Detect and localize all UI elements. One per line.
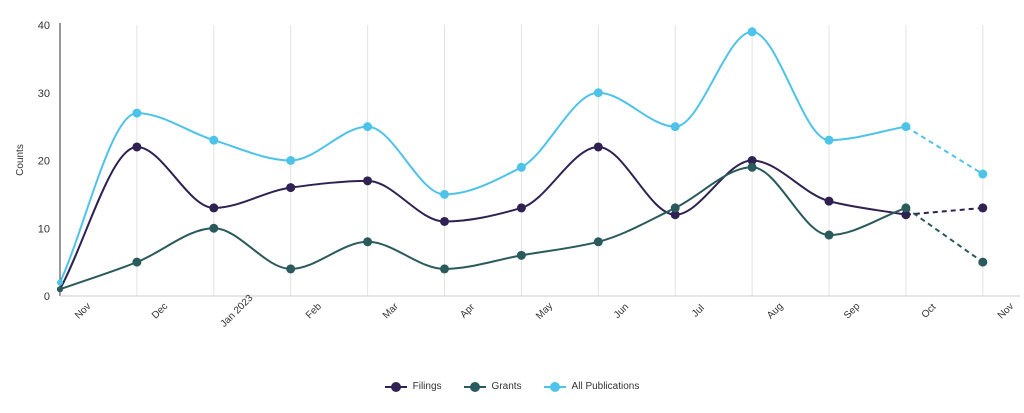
data-point[interactable] bbox=[593, 88, 603, 98]
y-axis-label: Counts bbox=[15, 144, 26, 176]
axes: Counts 0 10 20 30 40 Nov Dec Jan 2023 Feb Mar Apr M… bbox=[15, 20, 1020, 330]
x-tick-label: Jan 2023 bbox=[219, 292, 256, 329]
data-point[interactable] bbox=[516, 250, 526, 260]
data-point[interactable] bbox=[593, 237, 603, 247]
data-point[interactable] bbox=[440, 189, 449, 199]
x-tick-label: Mar bbox=[381, 301, 401, 321]
x-tick-label: Aug bbox=[765, 301, 785, 321]
data-point[interactable] bbox=[286, 156, 296, 165]
y-tick-label: 40 bbox=[38, 20, 50, 32]
data-point[interactable] bbox=[824, 135, 834, 145]
data-point[interactable] bbox=[286, 264, 296, 274]
legend-label: All Publications bbox=[571, 381, 640, 392]
data-point[interactable] bbox=[978, 169, 988, 179]
x-tick-label: Dec bbox=[150, 301, 170, 321]
data-point[interactable] bbox=[132, 257, 142, 267]
data-point[interactable] bbox=[209, 135, 219, 145]
x-tick-label: Jul bbox=[690, 303, 707, 320]
x-tick-label: Apr bbox=[458, 301, 477, 320]
data-point[interactable] bbox=[363, 237, 373, 247]
chart-canvas: Counts 0 10 20 30 40 Nov Dec Jan 2023 Feb Mar Apr M… bbox=[15, 20, 1020, 330]
series-projection-line bbox=[905, 207, 984, 263]
data-point[interactable] bbox=[132, 142, 142, 152]
data-point[interactable] bbox=[670, 203, 680, 213]
series-line bbox=[59, 145, 907, 290]
x-tick-label: Sep bbox=[842, 301, 863, 322]
legend-item[interactable]: Grants bbox=[463, 381, 522, 392]
data-point[interactable] bbox=[363, 122, 373, 132]
x-tick-label: May bbox=[534, 301, 555, 322]
data-point[interactable] bbox=[978, 257, 988, 267]
series-line bbox=[59, 166, 907, 291]
data-point[interactable] bbox=[440, 264, 449, 274]
grid bbox=[136, 25, 984, 296]
legend-item[interactable]: Filings bbox=[384, 381, 442, 392]
data-point[interactable] bbox=[747, 27, 757, 37]
data-point[interactable] bbox=[209, 203, 219, 213]
data-point[interactable] bbox=[747, 156, 757, 165]
data-point[interactable] bbox=[57, 279, 63, 286]
y-tick-label: 30 bbox=[38, 88, 50, 100]
data-point[interactable] bbox=[516, 203, 526, 213]
x-tick-label: Oct bbox=[920, 302, 939, 321]
data-point[interactable] bbox=[824, 196, 834, 206]
data-point[interactable] bbox=[132, 108, 142, 118]
series bbox=[57, 27, 988, 293]
legend-swatch bbox=[463, 381, 486, 392]
legend-swatch bbox=[384, 381, 407, 392]
series-line bbox=[59, 30, 907, 283]
y-tick-label: 20 bbox=[38, 156, 50, 168]
x-tick-label: Nov bbox=[996, 301, 1016, 321]
legend-item[interactable]: All Publications bbox=[543, 381, 640, 392]
data-point[interactable] bbox=[670, 122, 680, 132]
y-tick-label: 10 bbox=[38, 223, 50, 235]
legend: Filings Grants All Publications bbox=[0, 381, 1024, 392]
data-point[interactable] bbox=[824, 230, 834, 240]
series-grants bbox=[57, 162, 988, 293]
x-tick-label: Feb bbox=[304, 301, 324, 321]
series-projection-line bbox=[905, 125, 984, 175]
series-filings bbox=[57, 142, 988, 293]
data-point[interactable] bbox=[747, 162, 757, 172]
legend-swatch bbox=[543, 381, 566, 392]
legend-label: Filings bbox=[412, 381, 442, 392]
data-point[interactable] bbox=[440, 216, 449, 226]
data-point[interactable] bbox=[57, 286, 63, 293]
data-point[interactable] bbox=[286, 183, 296, 193]
data-point[interactable] bbox=[901, 122, 911, 132]
data-point[interactable] bbox=[901, 210, 911, 220]
y-tick-label: 0 bbox=[44, 291, 50, 303]
data-point[interactable] bbox=[593, 142, 603, 152]
series-projection-line bbox=[905, 206, 983, 216]
series-all-publications bbox=[57, 27, 988, 286]
data-point[interactable] bbox=[209, 223, 219, 233]
data-point[interactable] bbox=[363, 176, 373, 186]
x-tick-label: Nov bbox=[73, 301, 93, 321]
data-point[interactable] bbox=[670, 210, 680, 220]
data-point[interactable] bbox=[901, 203, 911, 213]
data-point[interactable] bbox=[978, 203, 988, 213]
data-point[interactable] bbox=[516, 162, 526, 172]
x-tick-label: Jun bbox=[612, 302, 631, 321]
legend-label: Grants bbox=[491, 381, 522, 392]
